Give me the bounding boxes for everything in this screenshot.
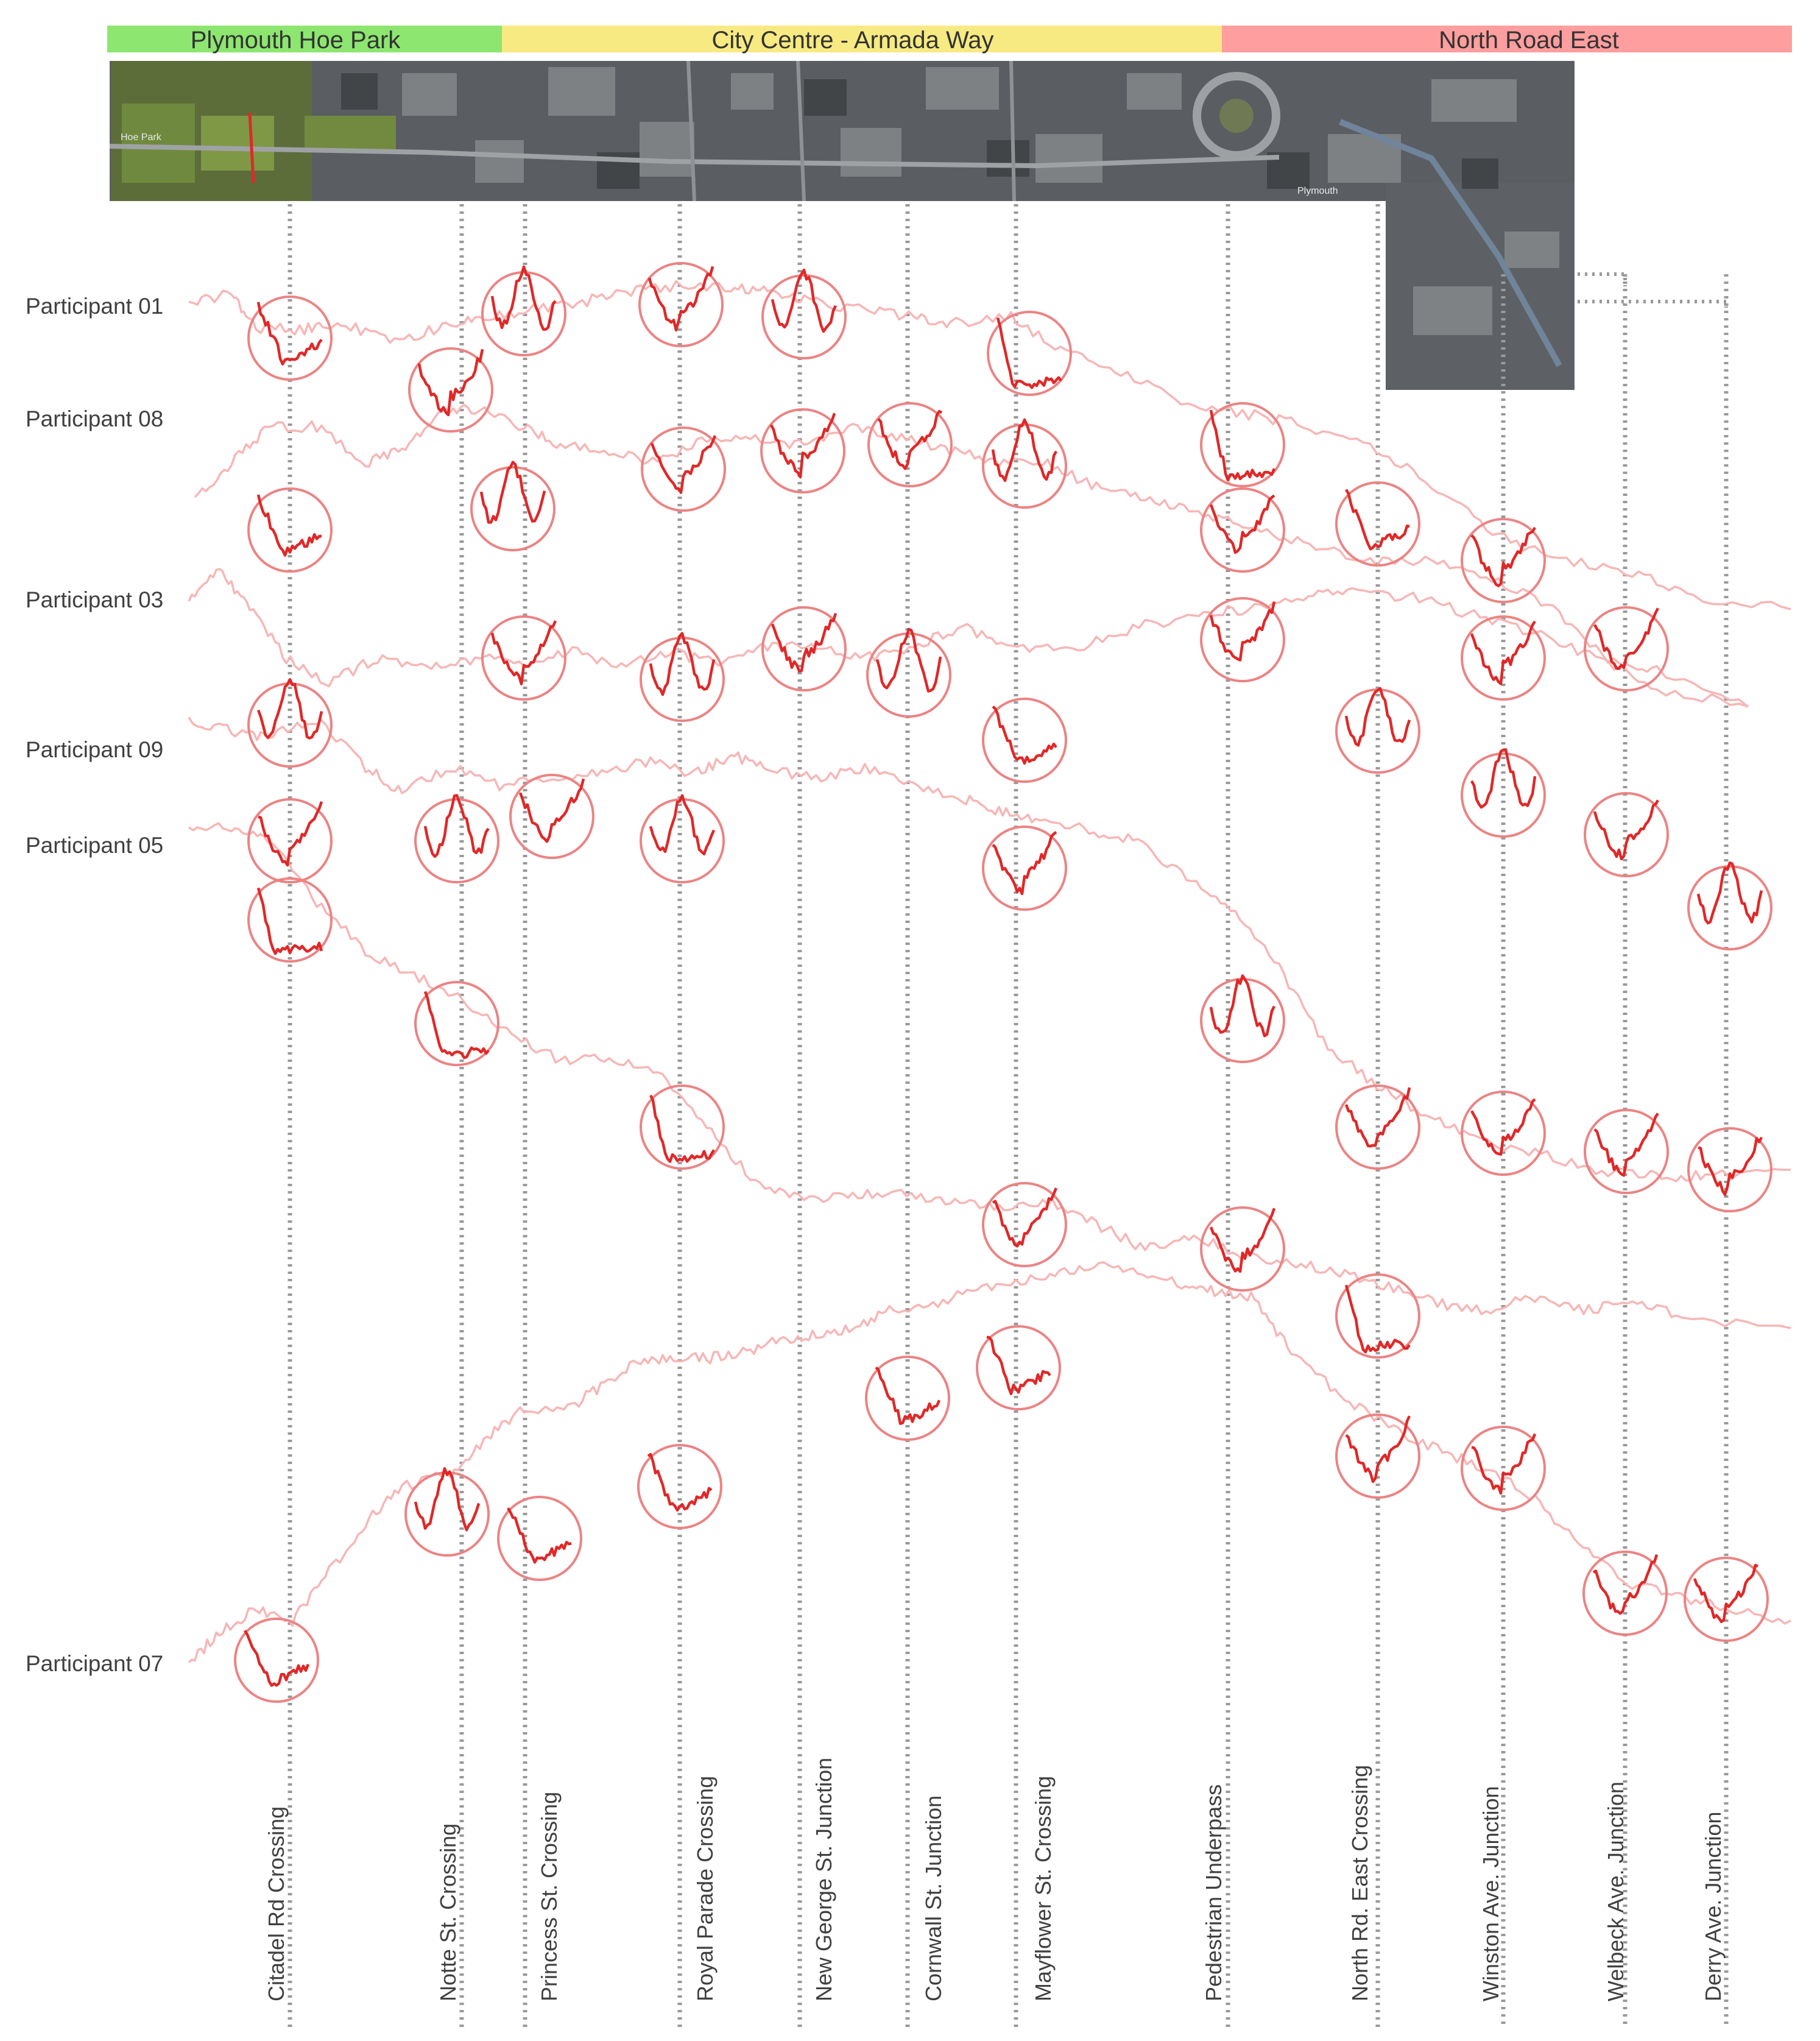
crossing-highlight <box>247 877 333 963</box>
crossing-highlight <box>1200 974 1285 1063</box>
participant-label-09: Participant 09 <box>26 737 163 762</box>
crossing-highlight <box>1335 1413 1420 1499</box>
crossing-highlight <box>1584 792 1669 877</box>
crossing-highlight <box>1684 1557 1769 1642</box>
crossing-highlight <box>247 295 333 381</box>
section-bar-city-centre <box>502 26 1222 52</box>
participant-label-03: Participant 03 <box>26 587 163 612</box>
participant-trace <box>188 280 1791 610</box>
location-label-winston-ave: Winston Ave. Junction <box>1478 1786 1503 2001</box>
participant-trace <box>188 568 1749 708</box>
crossing-highlight <box>1200 487 1285 573</box>
inset-connector <box>1578 272 1627 286</box>
crossing-highlight <box>481 615 566 701</box>
crossing-highlights <box>234 262 1772 1703</box>
crossing-highlight <box>640 794 725 883</box>
crossing-highlight <box>1200 597 1285 682</box>
location-label-welbeck-ave: Welbeck Ave. Junction <box>1603 1781 1628 2001</box>
crossing-highlight <box>247 678 333 768</box>
crossing-highlight <box>1461 1091 1546 1176</box>
participant-traces <box>188 280 1791 1663</box>
crossing-highlight <box>1335 481 1420 567</box>
participant-trace <box>188 822 1791 1329</box>
crossing-highlight <box>638 262 724 347</box>
crossing-highlight <box>247 487 333 573</box>
section-label-hoe-park: Plymouth Hoe Park <box>191 27 401 54</box>
crossing-highlight <box>1687 1127 1772 1212</box>
crossing-highlight <box>414 794 499 883</box>
section-header-bar: Plymouth Hoe Park City Centre - Armada W… <box>107 26 1792 54</box>
aerial-label-park: Hoe Park <box>121 132 162 143</box>
crossing-highlight <box>640 632 725 722</box>
crossing-highlight <box>247 798 333 883</box>
crossing-highlight <box>866 628 951 718</box>
crossing-highlight <box>761 268 847 359</box>
location-label-citadel-rd: Citadel Rd Crossing <box>264 1806 289 2001</box>
section-bar-north-road <box>1222 26 1792 52</box>
crossing-highlight <box>1200 1206 1285 1292</box>
crossing-highlight <box>1584 1109 1669 1194</box>
crossing-highlight <box>982 698 1067 783</box>
location-label-royal-parade: Royal Parade Crossing <box>693 1776 718 2001</box>
participant-label-07: Participant 07 <box>26 1651 163 1676</box>
location-label-new-george-st: New George St. Junction <box>811 1758 836 2001</box>
location-labels: Citadel Rd Crossing Notte St. Crossing P… <box>264 1758 1726 2001</box>
participant-label-08: Participant 08 <box>26 406 163 431</box>
crossing-highlight <box>1461 748 1546 838</box>
crossing-highlight <box>641 426 726 512</box>
crossing-highlight <box>509 774 594 859</box>
section-bar-hoe-park <box>107 26 502 52</box>
crossing-highlight <box>234 1618 319 1703</box>
participant-label-01: Participant 01 <box>26 294 163 319</box>
inset-connector <box>1578 300 1728 308</box>
crossing-highlight <box>640 1084 725 1170</box>
crossing-highlight <box>1200 402 1285 487</box>
location-label-notte-st: Notte St. Crossing <box>436 1823 460 2001</box>
crossing-highlight <box>1335 687 1420 774</box>
crossing-highlight <box>1461 1426 1546 1511</box>
crossing-highlight <box>987 311 1072 396</box>
participant-trace <box>188 1261 1791 1663</box>
location-label-pedestrian-underpass: Pedestrian Underpass <box>1201 1785 1226 2001</box>
crossing-highlight <box>1335 1084 1420 1170</box>
crossing-highlight <box>1582 1551 1668 1636</box>
crossing-highlight <box>637 1444 722 1529</box>
aerial-photo: Hoe Park Plymouth <box>109 60 1575 390</box>
crossing-highlight <box>404 1467 490 1557</box>
crossing-highlight <box>470 461 556 551</box>
crossing-highlight <box>1461 518 1546 603</box>
crossing-highlight <box>867 402 953 487</box>
crossing-highlight <box>1584 606 1669 692</box>
participant-trace <box>194 403 1749 708</box>
crossing-highlight <box>976 1325 1061 1410</box>
crossing-highlight <box>408 347 493 433</box>
location-label-princess-st: Princess St. Crossing <box>537 1792 562 2001</box>
section-label-city-centre: City Centre - Armada Way <box>711 27 993 54</box>
crossing-highlight <box>1687 861 1772 950</box>
location-label-mayflower-st: Mayflower St. Crossing <box>1031 1776 1056 2001</box>
crossing-highlight <box>481 265 566 356</box>
aerial-label-town: Plymouth <box>1297 186 1338 196</box>
crossing-highlight <box>761 606 847 692</box>
location-label-north-rd-east: North Rd. East Crossing <box>1347 1765 1372 2001</box>
crossing-highlight <box>760 408 845 493</box>
participant-trace <box>188 716 1791 1183</box>
crossing-highlight <box>982 826 1067 911</box>
crossing-highlight <box>497 1496 582 1581</box>
participant-label-05: Participant 05 <box>26 833 163 858</box>
location-label-cornwall-st: Cornwall St. Junction <box>921 1795 946 2001</box>
crossing-highlight <box>1335 1273 1420 1359</box>
location-label-derry-ave: Derry Ave. Junction <box>1701 1812 1726 2001</box>
participant-labels: Participant 01 Participant 08 Participan… <box>26 294 163 1676</box>
crossing-highlight <box>1461 615 1546 701</box>
crossing-highlight <box>865 1356 950 1441</box>
crossing-highlight <box>414 981 499 1066</box>
crossing-highlight <box>982 1182 1067 1267</box>
section-label-north-road: North Road East <box>1439 27 1619 54</box>
crossing-highlight <box>982 418 1067 509</box>
